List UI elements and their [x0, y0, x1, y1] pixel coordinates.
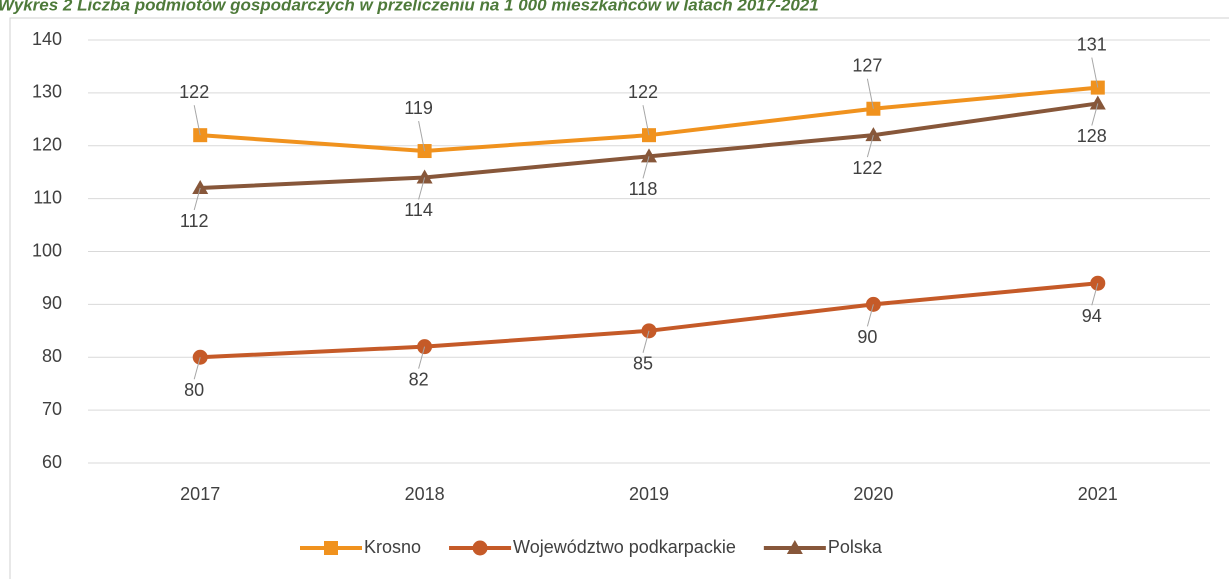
data-label: 85 — [633, 354, 653, 374]
leader-line — [193, 187, 201, 211]
y-tick-label: 110 — [33, 187, 62, 207]
y-tick-label: 70 — [42, 399, 62, 419]
marker — [865, 127, 882, 142]
leader-line — [193, 105, 201, 136]
data-label: 114 — [404, 200, 433, 220]
marker — [472, 540, 488, 556]
x-tick-label: 2017 — [180, 484, 220, 504]
data-label: 118 — [629, 179, 658, 199]
leader-line — [1091, 103, 1099, 126]
data-label: 122 — [852, 158, 882, 178]
marker — [324, 541, 338, 555]
data-label: 131 — [1077, 34, 1107, 54]
data-label: 90 — [857, 327, 877, 347]
y-tick-label: 140 — [32, 29, 62, 49]
x-tick-label: 2020 — [853, 484, 893, 504]
data-label: 122 — [179, 82, 209, 102]
data-label: 80 — [184, 380, 204, 400]
data-label: 119 — [404, 98, 433, 118]
legend-label: Województwo podkarpackie — [513, 537, 736, 557]
y-tick-label: 80 — [42, 346, 62, 366]
y-tick-label: 60 — [42, 452, 62, 472]
chart-title: Wykres 2 Liczba podmiotów gospodarczych … — [0, 0, 819, 14]
leader-line — [642, 330, 650, 353]
series-line — [200, 281, 1098, 360]
data-label: 127 — [852, 55, 882, 75]
x-tick-label: 2018 — [405, 484, 445, 504]
data-label: 122 — [628, 82, 658, 102]
marker — [1089, 95, 1106, 110]
data-label: 128 — [1077, 126, 1107, 146]
leader-line — [866, 78, 874, 109]
data-label: 94 — [1082, 306, 1102, 326]
y-tick-label: 130 — [32, 82, 62, 102]
marker — [192, 180, 209, 195]
marker — [641, 148, 657, 163]
data-label: 82 — [409, 369, 429, 389]
leader-line — [1091, 57, 1099, 88]
leader-line — [193, 357, 201, 380]
leader-line — [642, 105, 650, 136]
x-tick-label: 2021 — [1078, 484, 1118, 504]
chart-border — [9, 17, 1229, 584]
leader-line — [1091, 283, 1099, 306]
marker — [416, 169, 433, 184]
legend-label: Krosno — [364, 537, 421, 557]
leader-line — [642, 156, 650, 179]
leader-line — [866, 304, 874, 327]
legend-label: Polska — [828, 537, 883, 557]
y-tick-label: 100 — [32, 240, 62, 260]
data-label: 112 — [180, 211, 209, 231]
leader-line — [418, 120, 426, 152]
leader-line — [418, 346, 426, 369]
leader-line — [866, 135, 874, 158]
x-tick-label: 2019 — [629, 484, 669, 504]
y-tick-label: 120 — [32, 135, 62, 155]
marker — [786, 540, 803, 554]
y-tick-label: 90 — [42, 293, 62, 313]
leader-line — [418, 177, 426, 200]
